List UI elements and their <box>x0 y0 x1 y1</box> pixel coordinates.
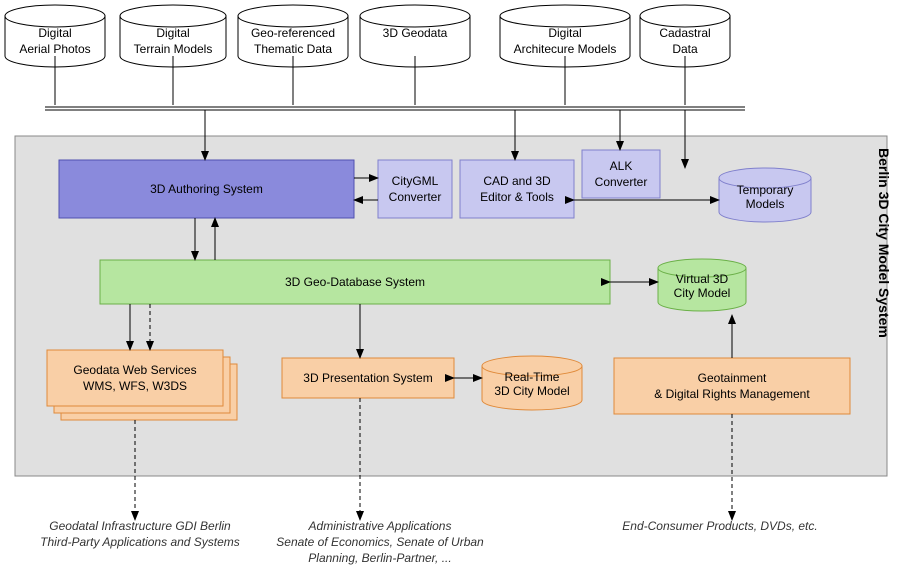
citygml-box <box>378 160 452 218</box>
cad-box <box>460 160 574 218</box>
source-label-3: 3D Geodata <box>383 26 448 40</box>
svg-text:Converter: Converter <box>389 190 442 204</box>
svg-text:Editor & Tools: Editor & Tools <box>480 190 554 204</box>
svg-text:City Model: City Model <box>674 286 731 300</box>
svg-text:Converter: Converter <box>595 175 648 189</box>
svg-text:Planning, Berlin-Partner, ...: Planning, Berlin-Partner, ... <box>308 551 451 565</box>
svg-text:Temporary: Temporary <box>737 183 794 197</box>
geot-box <box>614 358 850 414</box>
svg-text:ALK: ALK <box>610 159 633 173</box>
source-label-0: Digital <box>38 26 71 40</box>
source-label-1: Digital <box>156 26 189 40</box>
footer-ec: End-Consumer Products, DVDs, etc. <box>622 519 817 533</box>
svg-text:& Digital Rights Management: & Digital Rights Management <box>654 387 810 401</box>
svg-text:Senate of Economics, Senate of: Senate of Economics, Senate of Urban <box>276 535 484 549</box>
geows-box <box>47 350 223 406</box>
svg-text:Real-Time: Real-Time <box>505 370 560 384</box>
alk-box <box>582 150 660 198</box>
svg-text:Aerial Photos: Aerial Photos <box>19 42 90 56</box>
svg-text:Virtual 3D: Virtual 3D <box>676 272 729 286</box>
svg-text:WMS, WFS, W3DS: WMS, WFS, W3DS <box>83 379 187 393</box>
svg-text:CAD and 3D: CAD and 3D <box>483 174 551 188</box>
svg-text:Architecure Models: Architecure Models <box>514 42 617 56</box>
svg-text:Terrain Models: Terrain Models <box>134 42 213 56</box>
svg-text:3D City Model: 3D City Model <box>494 384 569 398</box>
svg-text:Geodata Web Services: Geodata Web Services <box>73 363 196 377</box>
footer-gdi: Geodatal Infrastructure GDI Berlin <box>49 519 231 533</box>
svg-text:Geotainment: Geotainment <box>698 371 767 385</box>
source-label-2: Geo-referenced <box>251 26 335 40</box>
svg-text:Third-Party Applications and S: Third-Party Applications and Systems <box>40 535 240 549</box>
svg-text:Data: Data <box>672 42 698 56</box>
svg-text:Models: Models <box>746 197 785 211</box>
footer-admin: Administrative Applications <box>308 519 452 533</box>
svg-text:CityGML: CityGML <box>392 174 439 188</box>
svg-text:3D Geo-Database System: 3D Geo-Database System <box>285 275 425 289</box>
source-label-4: Digital <box>548 26 581 40</box>
svg-text:3D Presentation System: 3D Presentation System <box>303 371 432 385</box>
svg-text:Thematic Data: Thematic Data <box>254 42 332 56</box>
svg-text:3D Authoring System: 3D Authoring System <box>150 182 263 196</box>
system-title: Berlin 3D City Model System <box>876 148 892 338</box>
source-label-5: Cadastral <box>659 26 710 40</box>
